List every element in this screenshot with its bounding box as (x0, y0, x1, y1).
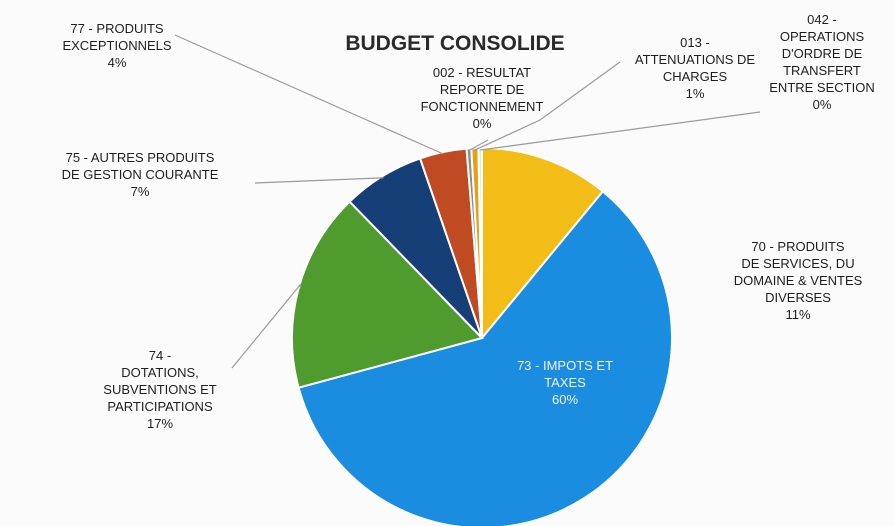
label-002-line-3: FONCTIONNEMENT (421, 99, 544, 114)
label-042-line-4: TRANSFERT (783, 63, 861, 78)
pie-slice-74 (291, 200, 484, 389)
label-77: 77 - PRODUITS EXCEPTIONNELS 4% (62, 21, 171, 70)
leader-line-002 (468, 139, 489, 151)
leader-line-042 (480, 111, 761, 151)
label-70-line-3: DOMAINE & VENTES (734, 273, 863, 288)
label-013-line-2: ATTENUATIONS DE (635, 52, 755, 67)
label-75-percent: 7% (131, 184, 150, 199)
leader-line-75 (254, 177, 384, 184)
label-74-line-1: 74 - (149, 348, 171, 363)
leader-line-013 (474, 61, 621, 151)
label-70: 70 - PRODUITS DE SERVICES, DU DOMAINE & … (734, 239, 863, 322)
label-042-percent: 0% (813, 97, 832, 112)
label-73-percent: 60% (552, 392, 578, 407)
label-013-percent: 1% (686, 86, 705, 101)
leader-lines (174, 34, 761, 369)
label-002-line-1: 002 - RESULTAT (433, 65, 531, 80)
chart-title: BUDGET CONSOLIDE (345, 32, 564, 55)
label-70-line-4: DIVERSES (765, 290, 831, 305)
label-70-percent: 11% (785, 307, 810, 322)
label-042: 042 - OPERATIONS D'ORDRE DE TRANSFERT EN… (769, 12, 874, 112)
label-74-line-4: PARTICIPATIONS (107, 399, 213, 414)
label-74: 74 - DOTATIONS, SUBVENTIONS ET PARTICIPA… (103, 348, 216, 431)
label-002-percent: 0% (473, 116, 492, 131)
label-75-line-1: 75 - AUTRES PRODUITS (66, 150, 215, 165)
label-77-line-1: 77 - PRODUITS (70, 21, 164, 36)
leader-line-74 (231, 283, 302, 369)
label-70-line-1: 70 - PRODUITS (751, 239, 845, 254)
label-042-line-5: ENTRE SECTION (769, 80, 874, 95)
label-042-line-1: 042 - (807, 12, 837, 27)
label-002: 002 - RESULTAT REPORTE DE FONCTIONNEMENT… (421, 65, 544, 131)
leader-line-77 (174, 34, 444, 155)
label-73-line-1: 73 - IMPOTS ET (517, 358, 613, 373)
pie-slice-73 (297, 189, 673, 526)
label-013-line-3: CHARGES (663, 69, 728, 84)
label-74-percent: 17% (147, 416, 173, 431)
label-74-line-2: DOTATIONS, (121, 365, 199, 380)
label-73: 73 - IMPOTS ET TAXES 60% (517, 358, 613, 407)
label-75: 75 - AUTRES PRODUITS DE GESTION COURANTE… (62, 150, 219, 199)
label-70-line-2: DE SERVICES, DU (741, 256, 854, 271)
label-042-line-3: D'ORDRE DE (782, 46, 863, 61)
pie-slices (291, 146, 673, 526)
label-73-line-2: TAXES (544, 375, 586, 390)
label-74-line-3: SUBVENTIONS ET (103, 382, 216, 397)
label-002-line-2: REPORTE DE (440, 82, 525, 97)
label-013: 013 - ATTENUATIONS DE CHARGES 1% (635, 35, 755, 101)
label-75-line-2: DE GESTION COURANTE (62, 167, 219, 182)
label-77-percent: 4% (108, 55, 127, 70)
label-013-line-1: 013 - (680, 35, 710, 50)
label-042-line-2: OPERATIONS (780, 29, 865, 44)
label-77-line-2: EXCEPTIONNELS (62, 38, 171, 53)
